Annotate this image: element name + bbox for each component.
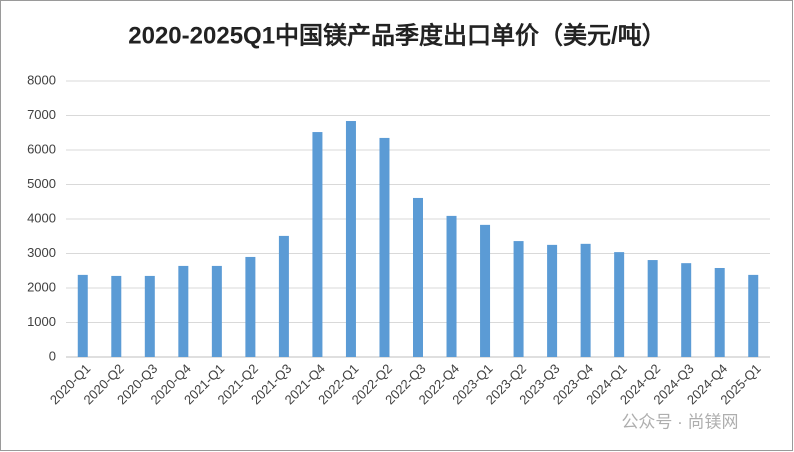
y-tick-label: 1000	[27, 314, 56, 329]
bar	[647, 260, 658, 357]
bar	[513, 241, 524, 357]
bar	[278, 235, 289, 357]
y-tick-label: 3000	[27, 245, 56, 260]
bar	[312, 132, 323, 357]
chart-title: 2020-2025Q1中国镁产品季度出口单价（美元/吨）	[128, 21, 665, 49]
bar	[446, 215, 457, 357]
bar	[547, 244, 558, 357]
bar	[379, 137, 390, 357]
bar	[580, 243, 591, 357]
bar	[245, 256, 256, 357]
bar	[345, 121, 356, 358]
y-tick-label: 4000	[27, 210, 56, 225]
y-tick-label: 8000	[27, 72, 56, 87]
y-tick-label: 5000	[27, 176, 56, 191]
bar	[111, 275, 122, 357]
bar	[144, 275, 155, 357]
bar	[413, 197, 423, 357]
bar	[681, 263, 692, 357]
bar	[614, 252, 625, 357]
y-tick-label: 2000	[27, 279, 56, 294]
y-tick-label: 7000	[27, 107, 56, 122]
bar	[211, 265, 222, 357]
bar	[748, 274, 759, 357]
bar	[178, 265, 189, 357]
bar	[480, 224, 491, 357]
watermark: 公众号 · 尚镁网	[621, 412, 738, 431]
y-tick-label: 0	[49, 348, 56, 363]
bar	[77, 274, 88, 357]
bar	[714, 267, 725, 357]
y-tick-label: 6000	[27, 141, 56, 156]
